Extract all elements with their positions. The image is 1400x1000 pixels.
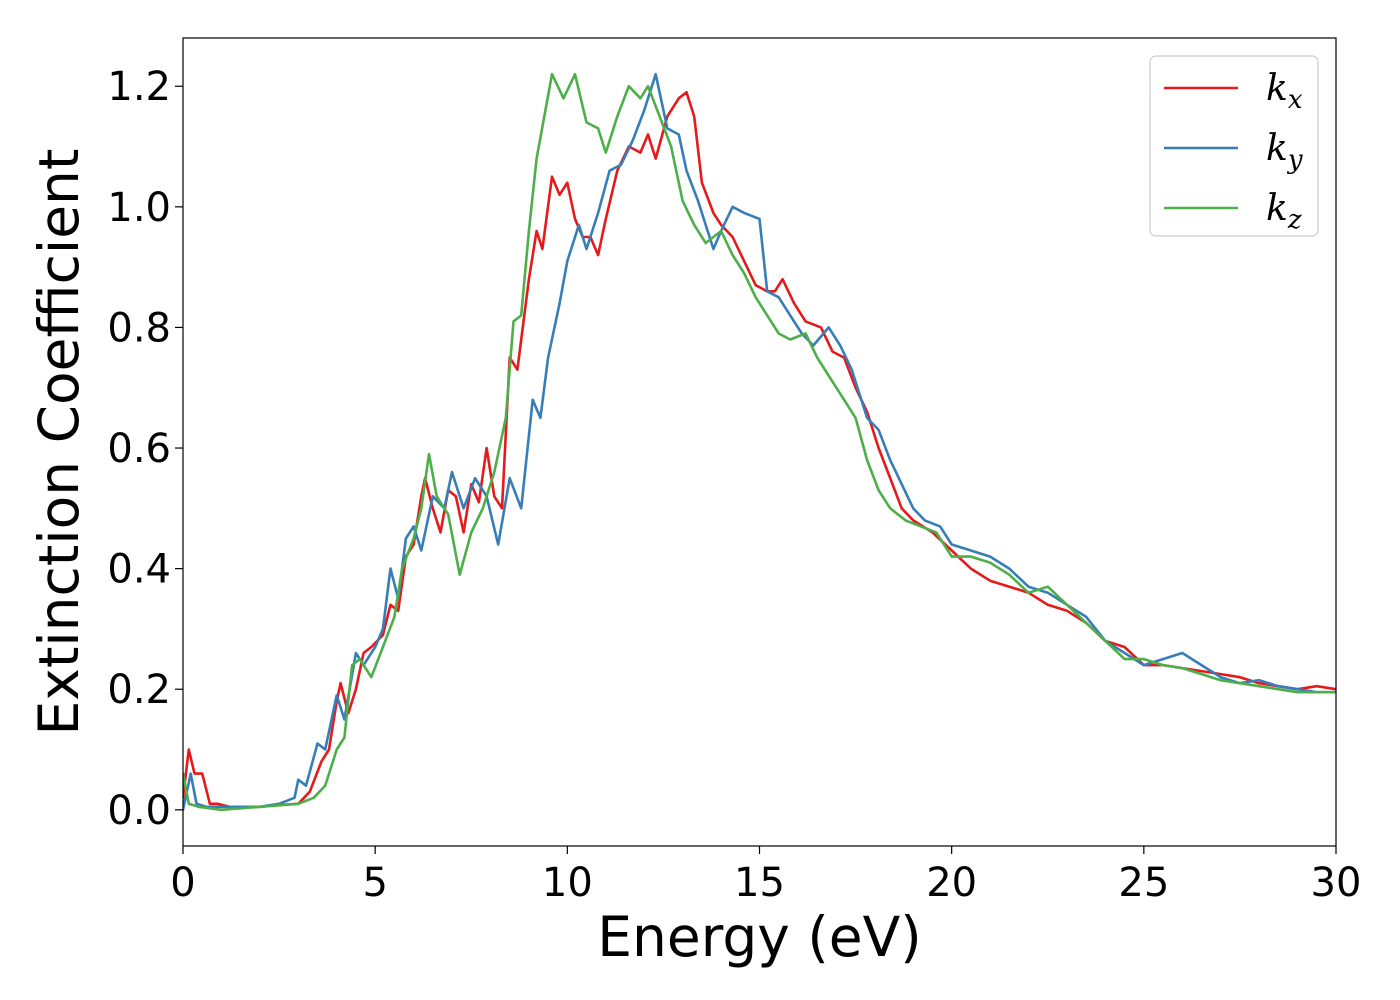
y-tick-label: 0.8 bbox=[107, 305, 171, 351]
y-tick-label: 1.0 bbox=[107, 185, 171, 231]
series-line-kz bbox=[183, 72, 1336, 812]
y-axis: 0.0 0.2 0.4 0.6 0.8 1.0 1.2 bbox=[107, 64, 183, 834]
legend-label-kz: kz bbox=[1266, 188, 1302, 235]
x-tick-label: 5 bbox=[362, 860, 387, 906]
x-tick-label: 25 bbox=[1118, 860, 1169, 906]
x-tick-label: 15 bbox=[734, 860, 785, 906]
x-tick-label: 20 bbox=[926, 860, 977, 906]
x-axis-title: Energy (eV) bbox=[597, 905, 921, 969]
y-axis-title: Extinction Coefficient bbox=[27, 149, 91, 736]
legend-label-kx: kx bbox=[1266, 68, 1303, 115]
x-tick-label: 10 bbox=[542, 860, 593, 906]
legend-label-ky: ky bbox=[1266, 128, 1303, 175]
y-tick-label: 0.4 bbox=[107, 547, 171, 593]
y-tick-label: 0.2 bbox=[107, 667, 171, 713]
y-tick-label: 0.0 bbox=[107, 788, 171, 834]
x-tick-label: 0 bbox=[170, 860, 195, 906]
x-axis: 0 5 10 15 20 25 30 bbox=[170, 846, 1361, 906]
plot-lines bbox=[183, 72, 1336, 812]
legend-box bbox=[1149, 55, 1319, 237]
y-tick-label: 0.6 bbox=[107, 426, 171, 472]
x-tick-label: 30 bbox=[1311, 860, 1362, 906]
legend: kx ky kz bbox=[1149, 55, 1319, 237]
y-tick-label: 1.2 bbox=[107, 64, 171, 110]
